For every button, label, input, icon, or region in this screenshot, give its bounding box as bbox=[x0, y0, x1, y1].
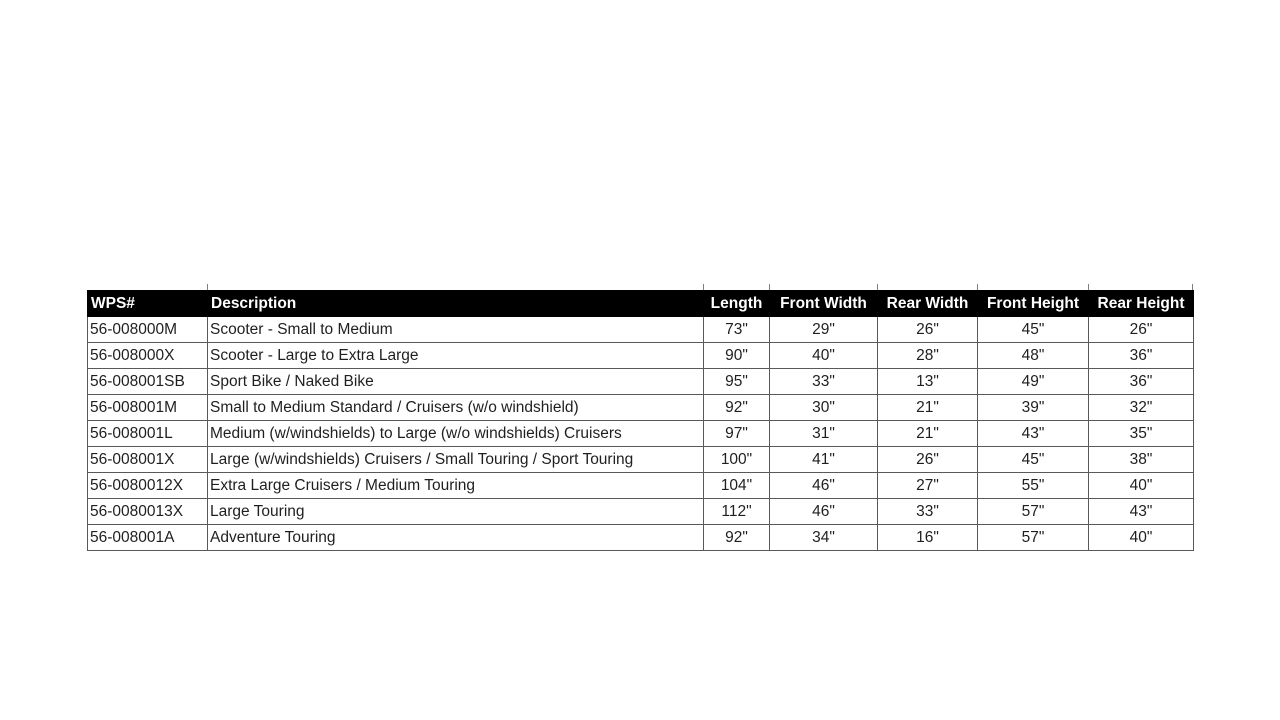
table-row: 56-008000X Scooter - Large to Extra Large… bbox=[87, 342, 1194, 369]
table-cell: 32" bbox=[1088, 394, 1194, 421]
table-cell: Extra Large Cruisers / Medium Touring bbox=[207, 472, 704, 499]
table-cell: Adventure Touring bbox=[207, 524, 704, 551]
table-cell: 48" bbox=[977, 342, 1089, 369]
table-cell: 29" bbox=[769, 316, 878, 343]
table-cell: Scooter - Small to Medium bbox=[207, 316, 704, 343]
header-row: WPS# Description Length Front Width Rear Wid… bbox=[87, 290, 1194, 317]
table-cell: Medium (w/windshields) to Large (w/o win… bbox=[207, 420, 704, 447]
table-body: 56-008000M Scooter - Small to Medium 73" 29… bbox=[87, 316, 1194, 551]
table-cell: 56-008001L bbox=[87, 420, 208, 447]
table-cell: 56-008000X bbox=[87, 342, 208, 369]
table-cell: Large Touring bbox=[207, 498, 704, 525]
table-cell: 49" bbox=[977, 368, 1089, 395]
table-cell: 95" bbox=[703, 368, 770, 395]
table-cell: 92" bbox=[703, 524, 770, 551]
table-cell: 39" bbox=[977, 394, 1089, 421]
table-cell: 34" bbox=[769, 524, 878, 551]
table-cell: 43" bbox=[1088, 498, 1194, 525]
table-cell: 40" bbox=[1088, 524, 1194, 551]
size-table: WPS# Description Length Front Width Rear Wid… bbox=[87, 290, 1194, 551]
table-cell: 92" bbox=[703, 394, 770, 421]
table-cell: 55" bbox=[977, 472, 1089, 499]
header-cell: Front Height bbox=[977, 290, 1089, 317]
table-cell: 26" bbox=[1088, 316, 1194, 343]
table-cell: 38" bbox=[1088, 446, 1194, 473]
table-cell: 40" bbox=[769, 342, 878, 369]
table-row: 56-008001SB Sport Bike / Naked Bike 95" 33"… bbox=[87, 368, 1194, 395]
table-cell: 45" bbox=[977, 316, 1089, 343]
table-cell: 73" bbox=[703, 316, 770, 343]
header-cell: Front Width bbox=[769, 290, 878, 317]
table-cell: 56-008000M bbox=[87, 316, 208, 343]
table-row: 56-008000M Scooter - Small to Medium 73" 29… bbox=[87, 316, 1194, 343]
table-cell: 112" bbox=[703, 498, 770, 525]
table-cell: 27" bbox=[877, 472, 978, 499]
table-row: 56-008001A Adventure Touring 92" 34" 16" 57" 4… bbox=[87, 524, 1194, 551]
table-row: 56-0080013X Large Touring 112" 46" 33" 57" 43" bbox=[87, 498, 1194, 525]
table-cell: 56-0080012X bbox=[87, 472, 208, 499]
table-cell: Large (w/windshields) Cruisers / Small T… bbox=[207, 446, 704, 473]
table-cell: 35" bbox=[1088, 420, 1194, 447]
table-cell: 104" bbox=[703, 472, 770, 499]
table-cell: 16" bbox=[877, 524, 978, 551]
table-cell: 36" bbox=[1088, 368, 1194, 395]
table-cell: 56-008001A bbox=[87, 524, 208, 551]
table-cell: 36" bbox=[1088, 342, 1194, 369]
header-cell: Description bbox=[207, 290, 704, 317]
header-cell: Rear Height bbox=[1088, 290, 1194, 317]
size-chart: WPS# Description Length Front Width Rear Wid… bbox=[87, 284, 1194, 551]
table-cell: 33" bbox=[877, 498, 978, 525]
table-cell: 28" bbox=[877, 342, 978, 369]
table-cell: 26" bbox=[877, 446, 978, 473]
table-cell: 33" bbox=[769, 368, 878, 395]
table-cell: 26" bbox=[877, 316, 978, 343]
table-row: 56-008001L Medium (w/windshields) to Larg… bbox=[87, 420, 1194, 447]
table-cell: 21" bbox=[877, 420, 978, 447]
table-cell: 31" bbox=[769, 420, 878, 447]
table-cell: 13" bbox=[877, 368, 978, 395]
table-cell: 21" bbox=[877, 394, 978, 421]
table-cell: 56-008001X bbox=[87, 446, 208, 473]
table-cell: 56-008001M bbox=[87, 394, 208, 421]
header-cell: Rear Width bbox=[877, 290, 978, 317]
table-cell: 90" bbox=[703, 342, 770, 369]
table-cell: 30" bbox=[769, 394, 878, 421]
table-cell: 46" bbox=[769, 498, 878, 525]
table-cell: 57" bbox=[977, 524, 1089, 551]
table-cell: 41" bbox=[769, 446, 878, 473]
table-cell: 46" bbox=[769, 472, 878, 499]
table-cell: 45" bbox=[977, 446, 1089, 473]
table-cell: 56-008001SB bbox=[87, 368, 208, 395]
table-row: 56-0080012X Extra Large Cruisers / Medium… bbox=[87, 472, 1194, 499]
table-row: 56-008001M Small to Medium Standard / Cru… bbox=[87, 394, 1194, 421]
table-cell: 97" bbox=[703, 420, 770, 447]
table-cell: 40" bbox=[1088, 472, 1194, 499]
table-cell: 100" bbox=[703, 446, 770, 473]
header-cell: WPS# bbox=[87, 290, 208, 317]
table-cell: Small to Medium Standard / Cruisers (w/o… bbox=[207, 394, 704, 421]
table-cell: Sport Bike / Naked Bike bbox=[207, 368, 704, 395]
header-cell: Length bbox=[703, 290, 770, 317]
table-cell: 43" bbox=[977, 420, 1089, 447]
table-cell: Scooter - Large to Extra Large bbox=[207, 342, 704, 369]
table-row: 56-008001X Large (w/windshields) Cruisers… bbox=[87, 446, 1194, 473]
table-cell: 57" bbox=[977, 498, 1089, 525]
table-cell: 56-0080013X bbox=[87, 498, 208, 525]
